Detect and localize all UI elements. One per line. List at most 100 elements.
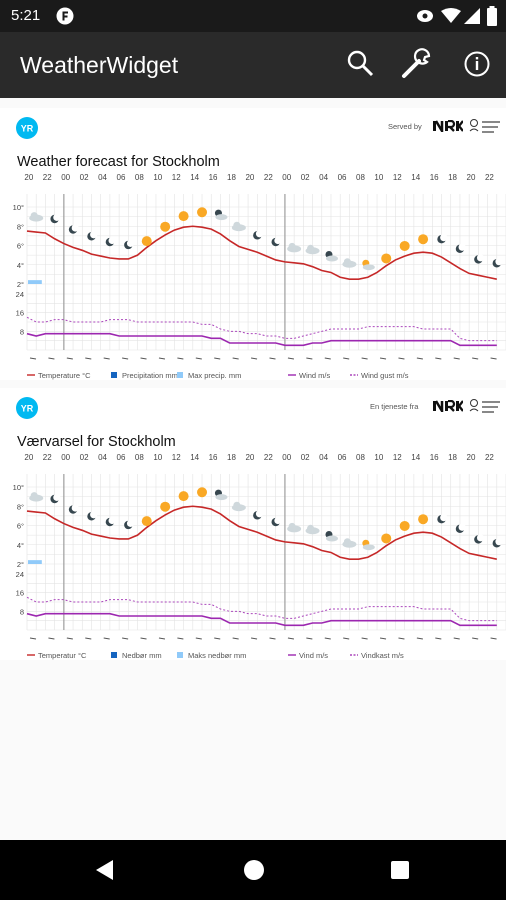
temperature-line (26, 505, 497, 560)
sun-disc (381, 533, 392, 544)
legend-label: Wind m/s (299, 371, 331, 380)
cloud-puff (30, 492, 38, 500)
wind-arrow (287, 637, 295, 640)
hour-label: 20 (245, 453, 254, 462)
wind-arrow (232, 637, 239, 640)
wind-arrow (140, 637, 147, 640)
temp-axis-label: 4° (17, 541, 24, 550)
precip-bar (28, 560, 42, 564)
info-icon (464, 51, 490, 77)
wind-arrow (324, 637, 331, 640)
moon-cut (90, 511, 98, 519)
cloud-icon (231, 501, 246, 512)
wind-arrow (177, 637, 184, 640)
moon-cut (71, 504, 79, 512)
wind-arrow (195, 357, 202, 360)
recents-icon[interactable] (389, 859, 411, 881)
wind-arrow (158, 357, 166, 360)
cloud-icon (29, 212, 44, 222)
moon-icon (253, 230, 264, 240)
wind-arrow (250, 637, 258, 640)
sun-disc (178, 491, 189, 502)
temp-axis-label: 8° (17, 502, 24, 511)
hour-label: 16 (430, 173, 439, 182)
wind-arrow (490, 637, 497, 640)
settings-button[interactable] (398, 44, 438, 84)
wind-arrow (324, 357, 331, 360)
legend-swatch (177, 372, 183, 378)
wind-arrow (435, 357, 442, 360)
moon-cut (458, 243, 466, 251)
hour-label: 12 (172, 173, 181, 182)
temperature-line (26, 225, 497, 280)
forecast-card-no[interactable]: YR En tjeneste fra Værvarsel for Stockho… (0, 388, 506, 660)
wind-arrow (453, 357, 460, 360)
home-icon[interactable] (242, 858, 266, 882)
met-institute-logo (469, 399, 500, 413)
forecast-card-en[interactable]: YR Served by Weather forecast for Stockh… (0, 108, 506, 380)
hour-label: 04 (319, 453, 328, 462)
moon-icon (253, 510, 264, 520)
wind-arrow (250, 357, 258, 360)
hour-label: 02 (80, 173, 89, 182)
sun-disc (160, 501, 171, 512)
moon-icon (455, 523, 466, 534)
search-button[interactable] (340, 44, 380, 84)
sun-disc (399, 240, 410, 251)
temp-axis-label: 2° (17, 280, 24, 289)
hour-label: 04 (98, 173, 107, 182)
hour-label: 16 (209, 453, 218, 462)
moon-cut (53, 493, 61, 501)
status-time: 5:21 (11, 7, 41, 24)
sun-disc (418, 234, 429, 245)
wind-arrow (48, 357, 55, 360)
temp-axis-label: 6° (17, 242, 24, 251)
moon-icon (271, 516, 282, 527)
sun-disc (141, 236, 152, 247)
wind-arrow (103, 357, 110, 360)
wind-arrow (361, 357, 368, 360)
sun-icon (418, 514, 429, 525)
hour-label: 20 (467, 453, 476, 462)
hour-label: 12 (393, 173, 402, 182)
hour-label: 02 (301, 173, 310, 182)
met-institute-logo (469, 119, 500, 133)
moon-cut (440, 514, 448, 522)
hour-label: 20 (24, 453, 33, 462)
moon-icon (68, 224, 79, 234)
moon-cut (108, 516, 116, 525)
info-button[interactable] (457, 44, 497, 84)
wind-arrow (398, 357, 405, 360)
moon-icon (455, 243, 466, 254)
wind-arrow (269, 637, 276, 640)
meteogram-chart[interactable]: 20 22 00 02 04 06 08 10 12 14 16 18 20 22 00 02 04 06 08 10… (0, 170, 506, 380)
hour-label: 22 (264, 173, 273, 182)
wind-arrow (435, 637, 442, 640)
cloud-moon-icon (325, 251, 338, 262)
wind-gust-line (26, 596, 497, 622)
wind-arrow (29, 637, 37, 640)
legend-label: Vind m/s (299, 651, 328, 660)
sun-disc (197, 487, 208, 498)
wind-arrow (103, 637, 110, 640)
back-icon[interactable] (91, 857, 117, 883)
hour-label: 10 (374, 453, 383, 462)
hour-label: 22 (43, 173, 52, 182)
moon-cut (53, 213, 61, 221)
moon-icon (492, 538, 503, 548)
sun-icon (178, 211, 189, 222)
wind-arrow (85, 637, 92, 640)
hour-label: 10 (374, 173, 383, 182)
moon-icon (124, 239, 135, 250)
sun-icon (381, 533, 392, 544)
wind-axis-label: 24 (16, 570, 24, 579)
wind-arrow (416, 357, 423, 360)
wind-arrow (195, 637, 202, 640)
moon-icon (87, 231, 98, 241)
wind-arrow (472, 637, 479, 640)
hour-label: 00 (61, 453, 70, 462)
cloud-icon (287, 242, 302, 253)
meteogram-chart[interactable]: 20 22 00 02 04 06 08 10 12 14 16 18 20 22 00 02 04 06 08 10… (0, 450, 506, 660)
wind-arrow (214, 357, 221, 360)
precip-bar (28, 280, 42, 284)
